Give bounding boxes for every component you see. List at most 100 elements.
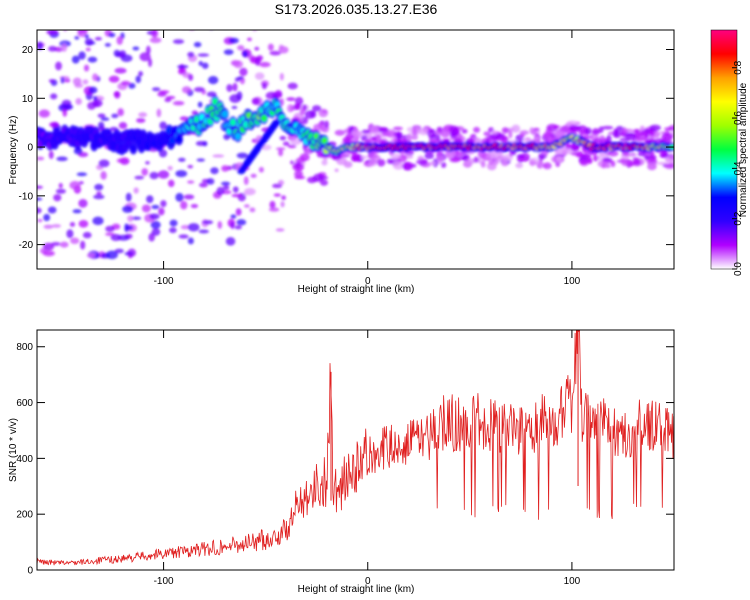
spectrogram-speckle bbox=[55, 188, 66, 194]
spectrogram-speckle bbox=[76, 172, 88, 177]
spectrogram-speckle bbox=[77, 30, 89, 34]
spectrogram-speckle bbox=[92, 216, 104, 226]
spectrogram-speckle bbox=[625, 132, 636, 141]
spectrogram-speckle bbox=[343, 161, 353, 168]
spectrogram-speckle bbox=[198, 182, 208, 188]
snr-frame bbox=[36, 329, 675, 571]
spectrogram-speckle bbox=[487, 150, 495, 159]
spectrogram-ridge-cell bbox=[230, 118, 236, 126]
spectrogram-speckle bbox=[187, 164, 194, 169]
spectrogram-speckle bbox=[167, 165, 173, 171]
spectrogram-speckle bbox=[113, 49, 121, 57]
spectrogram-speckle bbox=[637, 152, 646, 157]
spectrogram-speckle bbox=[473, 156, 479, 163]
spectrogram-speckle bbox=[111, 113, 119, 119]
spectrogram-speckle bbox=[287, 144, 297, 149]
spectrogram-speckle bbox=[287, 133, 298, 141]
spectrogram-speckle bbox=[480, 161, 486, 168]
spectrogram-speckle bbox=[98, 159, 110, 168]
colorbar-tick-label: 0.4 bbox=[733, 161, 744, 175]
spectrogram-speckle bbox=[519, 133, 526, 138]
spectrogram-speckle bbox=[106, 250, 118, 260]
spectrogram-speckle bbox=[299, 153, 310, 162]
spectrogram-speckle bbox=[172, 100, 185, 106]
spectrogram-speckle bbox=[361, 129, 371, 134]
spectrogram-speckle bbox=[299, 108, 306, 116]
spectrogram-speckle bbox=[223, 185, 230, 190]
spectrogram-speckle bbox=[230, 214, 237, 219]
spectrogram-speckle bbox=[195, 140, 207, 147]
spectrogram-speckle bbox=[202, 220, 214, 225]
spectrogram-speckle bbox=[639, 137, 647, 141]
spectrogram-speckle bbox=[85, 47, 91, 52]
spectrogram-speckle bbox=[269, 200, 276, 209]
spectrogram-speckle bbox=[461, 128, 468, 134]
spectrogram-speckle bbox=[418, 128, 430, 136]
chart-title: S173.2026.035.13.27.E36 bbox=[275, 1, 438, 17]
spectrogram-speckle bbox=[546, 123, 559, 132]
spectrogram-ridge-cell bbox=[321, 137, 328, 145]
spectrogram-speckle bbox=[83, 64, 90, 72]
spectrogram-speckle bbox=[518, 157, 530, 162]
spectrogram-speckle bbox=[440, 162, 447, 168]
snr-panel: -100 0 100 0 200 400 600 800 Height of straight… bbox=[8, 329, 675, 595]
spectrogram-speckle bbox=[134, 175, 145, 180]
spectrogram-speckle bbox=[416, 159, 428, 165]
spectrogram-speckle bbox=[78, 51, 86, 60]
spectrogram-speckle bbox=[69, 180, 81, 190]
spectrogram-speckle bbox=[93, 100, 100, 108]
spectrogram-speckle bbox=[187, 237, 194, 245]
spectrogram-speckle bbox=[71, 55, 80, 64]
spectrogram-speckle bbox=[424, 152, 435, 160]
spectrogram-speckle bbox=[236, 91, 243, 101]
spectrogram-speckle bbox=[37, 41, 44, 51]
y-tick-label: 600 bbox=[16, 398, 33, 409]
spectrogram-speckle bbox=[48, 79, 55, 83]
spectrogram-speckle bbox=[313, 123, 323, 131]
spectrogram-speckle bbox=[198, 229, 210, 234]
spectrogram-speckle bbox=[449, 157, 461, 163]
spectrogram-speckle bbox=[390, 153, 401, 160]
spectrogram-speckle bbox=[566, 120, 579, 127]
spectrogram-speckle bbox=[37, 218, 43, 223]
spectrogram-speckle bbox=[145, 45, 151, 55]
spectrogram-speckle bbox=[86, 252, 96, 258]
spectrogram-speckle bbox=[117, 108, 124, 117]
spectrogram-speckle bbox=[353, 129, 360, 137]
x-tick-label: 100 bbox=[564, 576, 581, 587]
spectrogram-speckle bbox=[141, 168, 149, 176]
spectrogram-speckle bbox=[243, 204, 250, 208]
spectrogram-speckle bbox=[601, 162, 606, 169]
spectrogram-speckle bbox=[501, 161, 509, 167]
spectrogram-speckle bbox=[125, 225, 134, 231]
spectrogram-speckle bbox=[63, 104, 74, 110]
spectrogram-speckle bbox=[634, 129, 640, 134]
spectrogram-speckle bbox=[149, 213, 160, 220]
spectrogram-speckle bbox=[148, 58, 153, 68]
spectrogram-speckle bbox=[254, 46, 260, 51]
spectrogram-speckle bbox=[59, 241, 69, 248]
spectrogram-speckle bbox=[290, 139, 302, 146]
spectrogram-speckle bbox=[236, 219, 247, 226]
spectrogram-speckle bbox=[72, 209, 82, 214]
spectrogram-speckle bbox=[612, 130, 622, 138]
spectrogram-speckle bbox=[368, 160, 378, 167]
spectrogram-speckle bbox=[511, 124, 521, 133]
spectrogram-speckle bbox=[648, 162, 657, 170]
spectrogram-speckle bbox=[73, 147, 83, 155]
spectrogram-speckle bbox=[645, 155, 650, 160]
spectrogram-speckle bbox=[94, 36, 103, 41]
spectrogram-speckle bbox=[650, 151, 655, 157]
spectrogram-speckle bbox=[37, 185, 44, 190]
spectrogram-speckle bbox=[121, 80, 131, 86]
spectrogram-speckle bbox=[529, 161, 538, 165]
spectrogram-speckle bbox=[141, 204, 151, 213]
spectrogram-speckle bbox=[225, 236, 236, 246]
spectrogram-speckle bbox=[269, 50, 282, 56]
spectrogram-speckle bbox=[125, 192, 132, 202]
spectrogram-speckle bbox=[412, 127, 417, 136]
spectrogram-speckle bbox=[312, 173, 324, 182]
x-tick-label: -100 bbox=[154, 576, 174, 587]
x-tick-label: 100 bbox=[564, 276, 581, 287]
